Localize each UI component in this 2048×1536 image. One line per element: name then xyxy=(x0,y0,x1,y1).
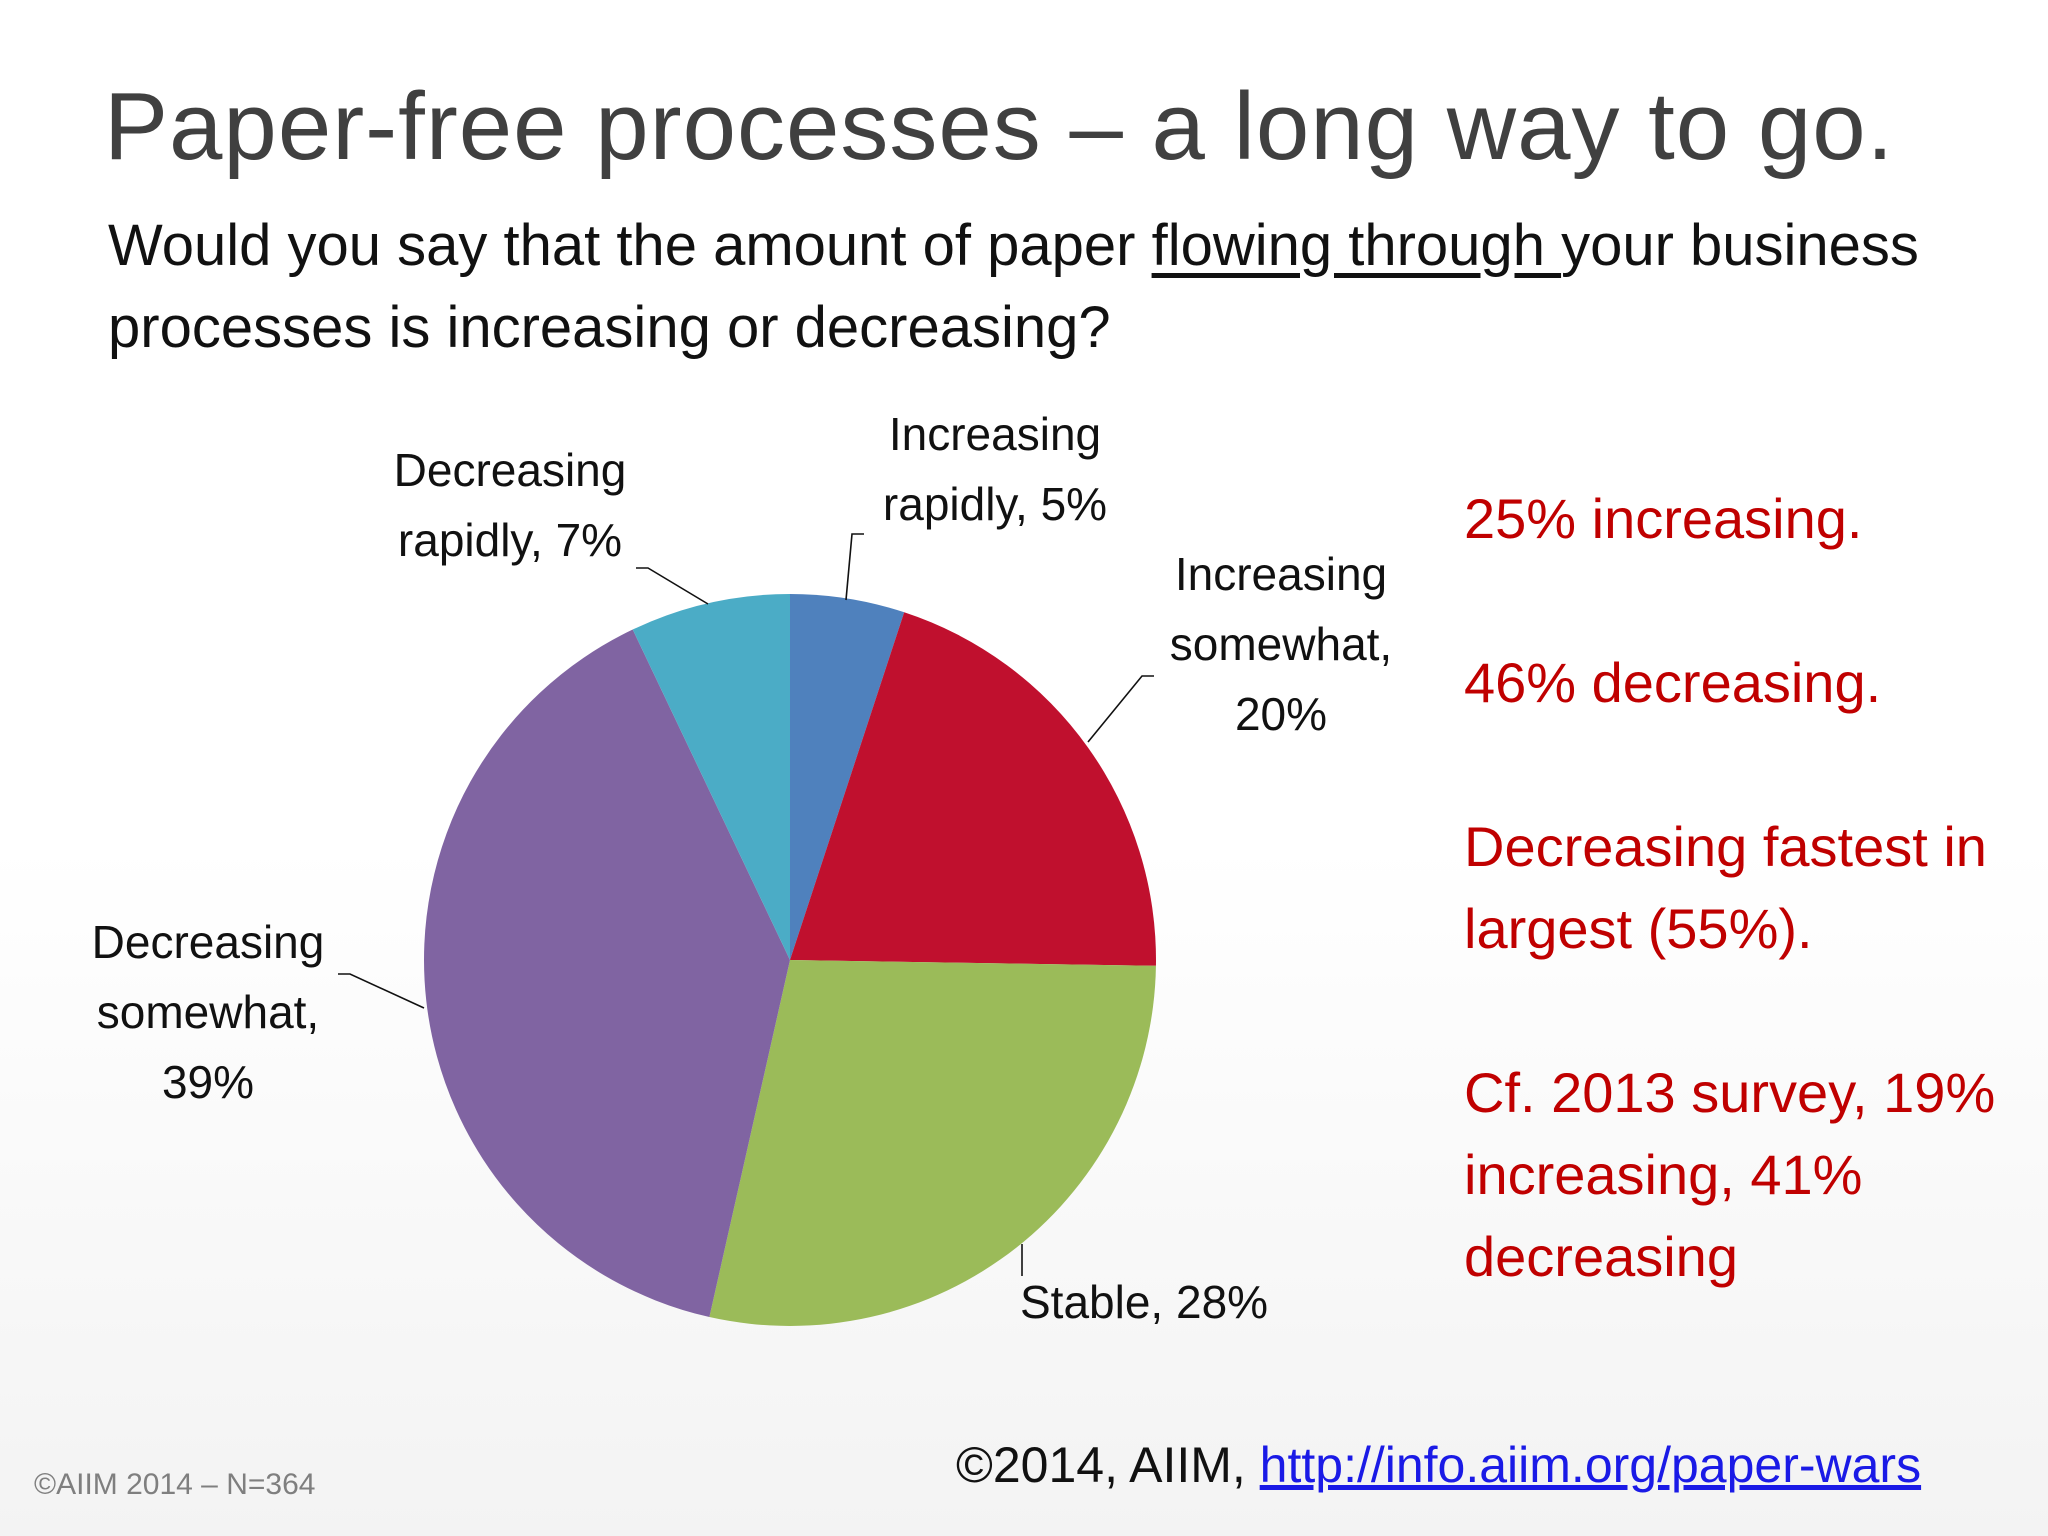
slice-label-line: Increasing xyxy=(1175,548,1387,600)
slice-label-line: Stable, 28% xyxy=(1020,1276,1268,1328)
slice-label-decreasing-somewhat: Decreasing somewhat, 39% xyxy=(92,916,325,1108)
slice-label-line: rapidly, 7% xyxy=(398,514,622,566)
leader-line-increasing-rapidly xyxy=(845,533,864,601)
slice-label-decreasing-rapidly: Decreasing rapidly, 7% xyxy=(394,444,627,566)
slice-label-line: somewhat, xyxy=(97,986,319,1038)
slice-label-line: Decreasing xyxy=(394,444,627,496)
finding-2013-comparison: Cf. 2013 survey, 19% increasing, 41% dec… xyxy=(1464,1061,1996,1288)
slice-label-line: somewhat, xyxy=(1170,618,1392,670)
question-text-end: your business processes is increasing or… xyxy=(108,213,1919,360)
slice-label-stable: Stable, 28% xyxy=(1020,1276,1268,1328)
leader-line-decreasing-somewhat xyxy=(338,973,425,1009)
pie-slice-increasing-somewhat xyxy=(790,612,1156,966)
slice-label-line: Decreasing xyxy=(92,916,325,968)
slice-label-line: rapidly, 5% xyxy=(883,478,1107,530)
finding-decreasing: 46% decreasing. xyxy=(1464,651,1882,714)
pie-slice-stable xyxy=(709,960,1156,1327)
finding-increasing: 25% increasing. xyxy=(1464,487,1863,550)
report-link[interactable]: http://info.aiim.org/paper-wars xyxy=(1259,1437,1922,1493)
source-credit: ©2014, AIIM, http://info.aiim.org/paper-… xyxy=(956,1436,1921,1494)
finding-largest-companies: Decreasing fastest in largest (55%). xyxy=(1464,815,1987,960)
leader-line-decreasing-rapidly xyxy=(636,567,709,605)
key-findings: 25% increasing. 46% decreasing. Decreasi… xyxy=(1464,478,2024,1298)
pie-slice-increasing-rapidly xyxy=(790,594,905,960)
pie-slice-decreasing-somewhat xyxy=(424,629,790,1318)
pie-slice-decreasing-rapidly xyxy=(632,594,790,960)
question-text-start: Would you say that the amount of paper xyxy=(108,213,1152,278)
leader-line-increasing-somewhat xyxy=(1087,675,1154,743)
question-underlined-text: flowing through xyxy=(1151,213,1562,278)
slice-label-line: 20% xyxy=(1235,688,1327,740)
slice-label-increasing-rapidly: Increasing rapidly, 5% xyxy=(883,408,1107,530)
slice-label-line: 39% xyxy=(162,1056,254,1108)
survey-question: Would you say that the amount of paper f… xyxy=(108,205,1928,369)
slice-label-increasing-somewhat: Increasing somewhat, 20% xyxy=(1170,548,1392,740)
slice-label-line: Increasing xyxy=(889,408,1101,460)
copyright-text: ©2014, AIIM, xyxy=(956,1437,1260,1493)
sample-size-note: ©AIIM 2014 – N=364 xyxy=(34,1468,316,1501)
slide-title: Paper-free processes – a long way to go. xyxy=(104,73,1895,180)
